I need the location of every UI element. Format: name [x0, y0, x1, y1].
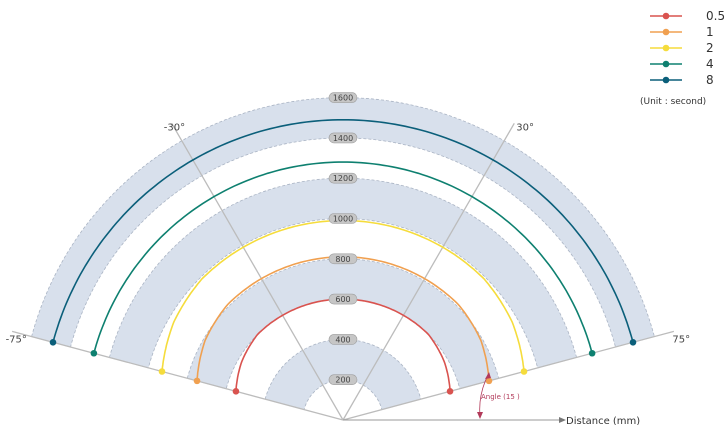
angle-spokes: [11, 123, 675, 421]
radial-ticks: 200 400 600 800 1000 1200 1400 1600: [328, 92, 358, 386]
series-end-point: [158, 368, 166, 375]
series-end-point: [232, 388, 240, 395]
radial-tick-pill: [328, 213, 358, 224]
radial-tick-pill: [328, 253, 358, 265]
radial-bands: [31, 97, 655, 411]
radial-tick-label: 1200: [333, 174, 353, 183]
series-end-point: [49, 338, 57, 346]
radial-tick-label: 400: [335, 335, 350, 344]
legend-marker: [662, 44, 670, 52]
angle-spoke: [342, 123, 515, 421]
legend-label: 2: [706, 41, 714, 55]
distance-axis-title: Distance (mm): [566, 416, 640, 425]
radial-tick-label: 600: [335, 295, 350, 304]
series-end-point: [485, 377, 493, 385]
angle-label: -75°: [6, 335, 27, 346]
angle-spoke: [171, 123, 344, 421]
angle-label: -30°: [164, 122, 185, 133]
radial-tick-pill: [328, 374, 358, 386]
legend-marker: [662, 76, 670, 84]
radial-band: [31, 97, 655, 348]
angle-annotation: Angle (15 ): [481, 393, 520, 401]
legend-label: 8: [706, 73, 714, 87]
series-end-point: [520, 368, 528, 375]
unit-note: (Unit : second): [640, 97, 706, 107]
series-end-point: [90, 349, 98, 357]
radial-tick-pill: [328, 334, 358, 345]
radial-tick-label: 1000: [333, 215, 353, 224]
angle-label: 75°: [672, 335, 690, 346]
series-end-point: [193, 377, 201, 385]
series-lines: [49, 119, 637, 395]
radial-tick-pill: [328, 172, 358, 184]
legend-label: 1: [706, 25, 714, 39]
series-line-8: [52, 119, 634, 343]
angle-labels: -75° -30° 30° 75°: [6, 122, 691, 345]
angle-label: 30°: [516, 122, 534, 133]
radial-tick-pill: [328, 293, 358, 305]
distance-axis-arrow: [559, 417, 566, 423]
radial-tick-pill: [328, 92, 358, 103]
radial-tick-pill: [328, 132, 358, 144]
legend-marker: [662, 12, 670, 20]
radial-tick-label: 1400: [333, 134, 353, 143]
radial-tick-label: 200: [335, 376, 350, 385]
angle-spoke: [11, 330, 344, 421]
angle-annotation-arrow-bottom: [477, 412, 483, 419]
legend-marker: [662, 60, 670, 68]
series-end-point: [588, 349, 596, 357]
angle-spoke: [342, 330, 675, 421]
angle-annotation-arrow-top: [485, 372, 491, 379]
radial-tick-label: 1600: [333, 94, 353, 103]
legend: 0.5 1 2 4 8: [650, 9, 725, 87]
radial-band: [186, 258, 500, 390]
series-end-point: [446, 388, 454, 395]
legend-label: 4: [706, 57, 714, 71]
legend-label: 0.5: [706, 9, 725, 23]
legend-marker: [662, 28, 670, 36]
series-line-4: [93, 161, 593, 354]
series-end-point: [629, 338, 637, 346]
radial-tick-label: 800: [335, 255, 350, 264]
